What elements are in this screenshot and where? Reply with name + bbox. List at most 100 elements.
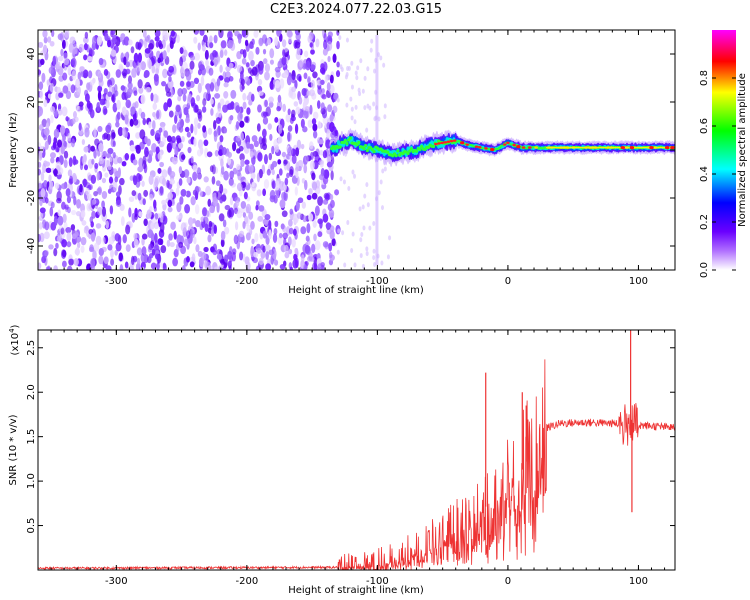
noise-cell [223, 127, 228, 134]
noise-cell [222, 188, 228, 195]
noise-cell [229, 196, 234, 206]
noise-cell [171, 136, 176, 143]
noise-cell [83, 43, 88, 51]
noise-cell [277, 235, 283, 245]
signal-peak-cell [563, 146, 566, 149]
noise-cell [183, 238, 189, 247]
noise-cell [287, 146, 294, 157]
noise-cell [353, 262, 357, 268]
noise-cell [75, 78, 80, 89]
noise-cell [49, 82, 55, 93]
noise-cell [380, 205, 384, 211]
noise-cell [80, 236, 87, 246]
noise-cell [306, 223, 311, 234]
noise-cell [317, 196, 324, 206]
noise-cell [285, 113, 292, 123]
noise-cell [177, 95, 182, 102]
noise-cell [76, 198, 82, 209]
noise-cell [121, 91, 126, 101]
noise-cell [79, 183, 83, 193]
y-tick-label: 40 [26, 48, 37, 61]
noise-cell [93, 149, 97, 159]
noise-cell [151, 143, 157, 153]
noise-cell [182, 93, 187, 102]
noise-cell [354, 70, 358, 76]
noise-cell [179, 47, 184, 55]
noise-cell [141, 233, 148, 240]
noise-cell [287, 131, 291, 142]
colorbar-tick-label: 0.8 [699, 70, 710, 86]
noise-cell [200, 75, 205, 86]
noise-cell [159, 175, 165, 185]
noise-cell [213, 224, 218, 235]
noise-cell [56, 61, 61, 70]
noise-cell [39, 89, 44, 100]
noise-cell [290, 91, 297, 100]
noise-cell [81, 138, 86, 145]
noise-cell [142, 155, 147, 165]
signal-ridge-cell [414, 149, 419, 153]
noise-cell [87, 70, 93, 79]
signal-ridge-cell [355, 143, 359, 147]
noise-cell [66, 231, 72, 242]
noise-cell [329, 121, 335, 133]
noise-cell [56, 139, 63, 148]
noise-cell [108, 176, 114, 184]
noise-cell [118, 252, 123, 262]
noise-cell [286, 172, 290, 179]
signal-peak-cell [588, 146, 592, 149]
noise-cell [161, 199, 167, 206]
noise-cell [298, 96, 303, 105]
noise-cell [104, 32, 109, 42]
noise-cell [197, 42, 201, 51]
noise-cell [312, 220, 317, 228]
noise-cell [143, 218, 148, 227]
noise-cell [321, 93, 327, 100]
noise-cell [157, 167, 162, 174]
noise-cell [70, 224, 76, 231]
signal-peak-cell [446, 140, 451, 143]
noise-cell [248, 99, 253, 106]
noise-cell [249, 43, 254, 50]
noise-cell [114, 176, 119, 183]
colorbar-tick-label: 0.6 [699, 118, 710, 134]
noise-cell [264, 244, 271, 251]
x-tick-label: -200 [236, 576, 259, 587]
noise-cell [103, 108, 108, 115]
noise-cell [274, 259, 279, 266]
noise-cell [153, 199, 157, 209]
noise-cell [71, 209, 77, 216]
noise-cell [193, 137, 197, 147]
noise-cell [56, 235, 62, 242]
noise-cell [101, 190, 108, 200]
noise-cell [222, 71, 227, 80]
noise-cell [304, 244, 311, 254]
noise-cell [93, 242, 100, 252]
noise-cell [139, 141, 145, 150]
noise-cell [132, 159, 138, 166]
noise-cell [88, 49, 95, 57]
noise-cell [97, 70, 102, 79]
noise-cell [373, 68, 377, 74]
snr-y-label: SNR (10 * v/v) [8, 414, 19, 485]
noise-cell [328, 242, 333, 252]
noise-cell [249, 151, 254, 158]
noise-cell [49, 206, 54, 217]
noise-cell [131, 212, 136, 223]
noise-cell [271, 169, 275, 176]
noise-cell [185, 230, 191, 239]
noise-cell [107, 147, 114, 155]
noise-cell [327, 203, 333, 211]
noise-cell [322, 199, 329, 205]
signal-peak-cell [553, 146, 557, 149]
noise-cell [327, 104, 333, 113]
noise-cell [372, 248, 376, 254]
noise-cell [203, 139, 209, 147]
noise-cell [239, 153, 245, 161]
signal-ridge-cell [394, 154, 398, 158]
noise-cell [38, 69, 42, 75]
noise-cell [251, 66, 258, 76]
noise-cell [203, 176, 209, 183]
noise-cell [38, 41, 44, 48]
signal-peak-cell [555, 146, 559, 149]
